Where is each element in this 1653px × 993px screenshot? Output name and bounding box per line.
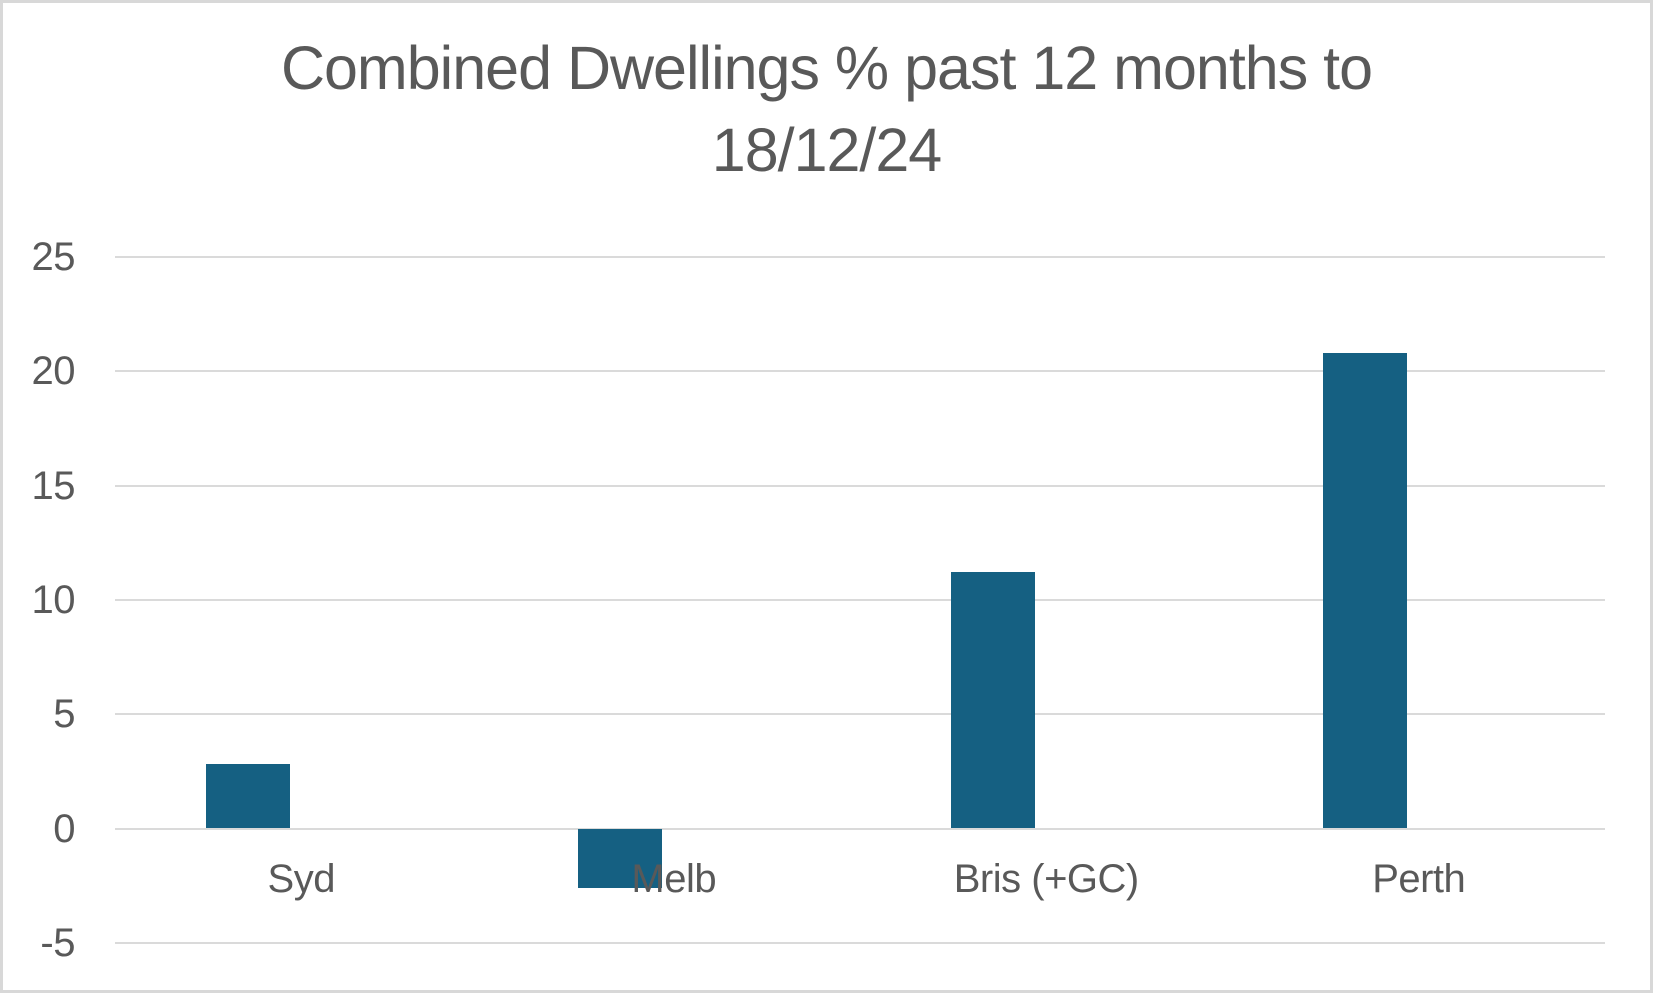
x-axis-label-melb: Melb xyxy=(631,857,717,901)
y-axis-tick-label: 10 xyxy=(31,577,76,622)
x-axis-label-syd: Syd xyxy=(267,857,336,901)
y-axis-tick-label: 15 xyxy=(31,463,76,508)
bar-bris-gc xyxy=(950,572,1035,829)
y-axis-tick-label: 5 xyxy=(53,692,75,737)
y-axis-tick-label: 25 xyxy=(31,235,76,279)
gridline-y-15 xyxy=(115,484,1605,487)
y-axis-tick-label: 20 xyxy=(31,349,76,394)
x-axis-label-perth: Perth xyxy=(1372,857,1466,901)
plot-area: 25 20 15 10 5 0 -5 Syd Melb Bris (+GC) Perth xyxy=(3,3,1650,990)
gridline-y-5 xyxy=(115,713,1605,716)
bar-syd xyxy=(205,764,290,829)
gridline-y-20 xyxy=(115,370,1605,373)
chart-title-line-2: 18/12/24 xyxy=(711,116,942,184)
y-axis-tick-label: 0 xyxy=(53,806,75,851)
bar-perth xyxy=(1323,353,1408,829)
bar-melb xyxy=(578,828,663,888)
gridline-y-25 xyxy=(115,256,1605,258)
gridline-y-10 xyxy=(115,598,1605,601)
chart-title-line-1: Combined Dwellings % past 12 months to xyxy=(280,34,1373,102)
y-axis-tick-label: -5 xyxy=(40,920,75,965)
gridline-y-0 xyxy=(115,827,1605,830)
x-axis-label-bris-gc: Bris (+GC) xyxy=(953,857,1140,901)
gridline-y--5 xyxy=(115,941,1605,944)
chart-title: Combined Dwellings % past 12 months to 1… xyxy=(3,27,1650,191)
